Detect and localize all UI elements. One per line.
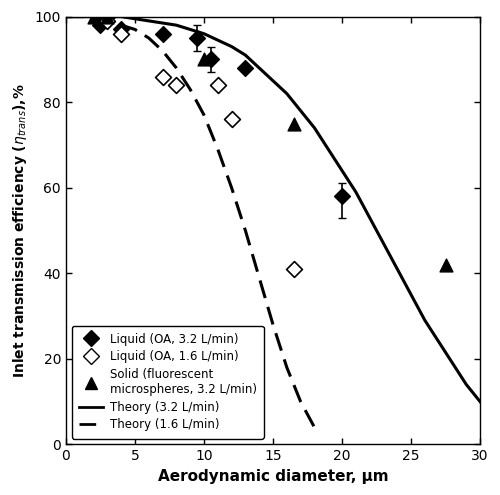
Point <box>158 73 166 81</box>
Point <box>104 13 112 21</box>
Point <box>90 13 98 21</box>
Point <box>104 13 112 21</box>
Point <box>228 115 235 123</box>
Point <box>117 25 125 33</box>
Y-axis label: Inlet transmission efficiency ($\eta_{trans}$),%: Inlet transmission efficiency ($\eta_{tr… <box>11 83 29 378</box>
Point <box>104 17 112 25</box>
Point <box>290 120 298 128</box>
Point <box>338 193 346 200</box>
Point <box>200 55 208 63</box>
Point <box>214 81 222 89</box>
Point <box>193 34 201 42</box>
Point <box>442 261 450 269</box>
Point <box>158 30 166 38</box>
Point <box>242 64 250 72</box>
X-axis label: Aerodynamic diameter, μm: Aerodynamic diameter, μm <box>158 469 388 484</box>
Point <box>290 265 298 273</box>
Point <box>172 81 180 89</box>
Point <box>207 55 215 63</box>
Legend: Liquid (OA, 3.2 L/min), Liquid (OA, 1.6 L/min), Solid (fluorescent
microspheres,: Liquid (OA, 3.2 L/min), Liquid (OA, 1.6 … <box>72 326 264 439</box>
Point <box>96 21 104 29</box>
Point <box>117 30 125 38</box>
